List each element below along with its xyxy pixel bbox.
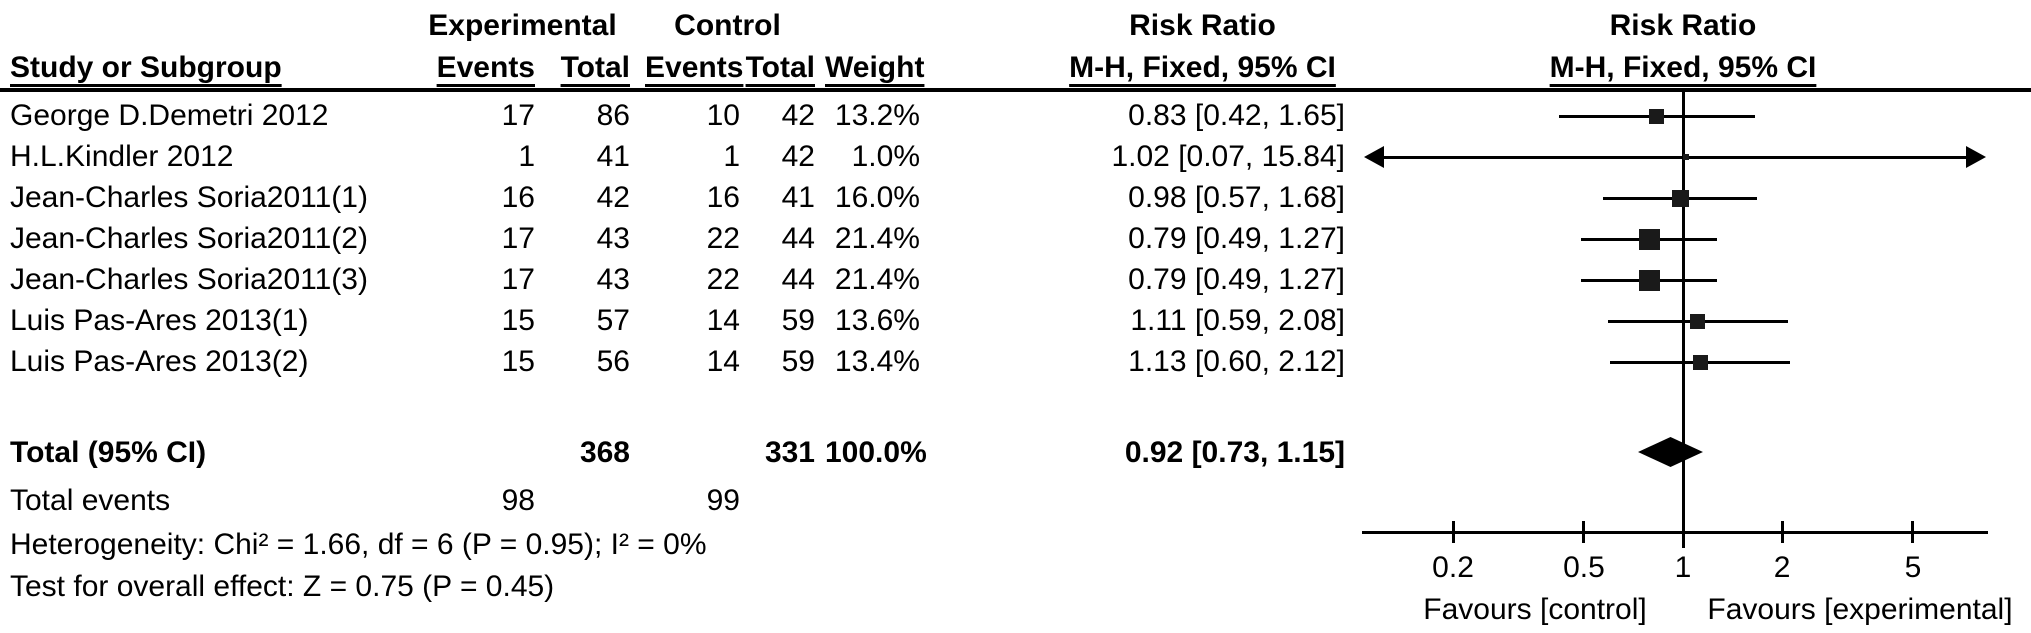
point-estimate-marker: [1671, 189, 1689, 207]
study-ci-text: 1.11 [0.59, 2.08]: [1130, 304, 1345, 337]
total-diamond: [1638, 437, 1703, 467]
total-events-ctrl: 99: [706, 484, 740, 517]
study-weight: 13.2%: [834, 99, 920, 132]
study-weight: 13.4%: [834, 345, 920, 378]
total-ctrl-total: 331: [764, 436, 815, 469]
study-exp-events: 17: [501, 263, 535, 296]
point-estimate-marker: [1692, 354, 1708, 370]
point-estimate-marker: [1648, 108, 1664, 124]
study-ci-text: 1.13 [0.60, 2.12]: [1128, 345, 1345, 378]
x-axis-tick: [1911, 521, 1915, 543]
study-ctrl-events: 1: [723, 140, 740, 173]
study-weight: 21.4%: [834, 263, 920, 296]
study-ctrl-total: 59: [781, 345, 815, 378]
total-exp-total: 368: [579, 436, 630, 469]
x-axis-tick-label: 2: [1773, 551, 1791, 584]
study-ctrl-total: 41: [781, 181, 815, 214]
header-study-or-subgroup: Study or Subgroup: [10, 51, 282, 84]
total-weight: 100.0%: [825, 436, 927, 469]
study-exp-events: 17: [501, 99, 535, 132]
study-name: George D.Demetri 2012: [10, 99, 329, 132]
header-risk-ratio-table: Risk Ratio: [1129, 9, 1276, 42]
total-events-exp: 98: [501, 484, 535, 517]
study-name: Jean-Charles Soria2011(3): [10, 263, 368, 296]
total-ci-text: 0.92 [0.73, 1.15]: [1124, 436, 1345, 469]
axis-label-favours-experimental: Favours [experimental]: [1707, 593, 2013, 626]
study-name: H.L.Kindler 2012: [10, 140, 234, 173]
study-exp-total: 57: [596, 304, 630, 337]
study-ci-text: 1.02 [0.07, 15.84]: [1111, 140, 1345, 173]
header-ctrl-events: Events: [645, 51, 744, 84]
study-exp-total: 43: [596, 263, 630, 296]
x-axis-line: [1362, 530, 1988, 534]
ci-arrow-right: [1966, 146, 1986, 168]
header-method-ci-table: M-H, Fixed, 95% CI: [1069, 51, 1336, 84]
x-axis-tick: [1582, 521, 1586, 543]
x-axis-tick-label: 0.5: [1563, 551, 1605, 584]
header-exp-total: Total: [560, 51, 630, 84]
x-axis-tick-label: 0.2: [1432, 551, 1474, 584]
x-axis-tick: [1681, 521, 1685, 543]
study-ci-text: 0.79 [0.49, 1.27]: [1128, 222, 1345, 255]
study-exp-events: 1: [518, 140, 535, 173]
ci-arrow-left: [1364, 146, 1384, 168]
study-exp-events: 16: [501, 181, 535, 214]
study-ctrl-events: 10: [706, 99, 740, 132]
study-weight: 1.0%: [851, 140, 920, 173]
header-control-group: Control: [674, 9, 781, 42]
axis-label-favours-control: Favours [control]: [1423, 593, 1647, 626]
study-exp-events: 15: [501, 345, 535, 378]
point-estimate-marker: [1682, 154, 1689, 160]
study-name: Luis Pas-Ares 2013(2): [10, 345, 309, 378]
study-weight: 16.0%: [834, 181, 920, 214]
study-exp-total: 56: [596, 345, 630, 378]
study-ci-text: 0.98 [0.57, 1.68]: [1128, 181, 1345, 214]
study-ctrl-events: 14: [706, 304, 740, 337]
study-name: Luis Pas-Ares 2013(1): [10, 304, 309, 337]
point-estimate-marker: [1638, 228, 1660, 250]
header-experimental-group: Experimental: [428, 9, 617, 42]
header-method-ci-plot: M-H, Fixed, 95% CI: [1549, 51, 1817, 84]
study-exp-total: 41: [596, 140, 630, 173]
study-exp-total: 42: [596, 181, 630, 214]
header-rule: [0, 88, 2031, 92]
study-ctrl-total: 44: [781, 263, 815, 296]
study-exp-total: 86: [596, 99, 630, 132]
header-exp-events: Events: [436, 51, 535, 84]
header-ctrl-total: Total: [745, 51, 815, 84]
x-axis-tick-label: 1: [1674, 551, 1692, 584]
study-exp-total: 43: [596, 222, 630, 255]
study-ctrl-events: 22: [706, 222, 740, 255]
study-ci-text: 0.83 [0.42, 1.65]: [1128, 99, 1345, 132]
overall-effect-note: Test for overall effect: Z = 0.75 (P = 0…: [10, 570, 555, 603]
study-exp-events: 17: [501, 222, 535, 255]
study-ctrl-total: 44: [781, 222, 815, 255]
total-events-label: Total events: [10, 484, 171, 517]
point-estimate-marker: [1638, 269, 1660, 291]
header-risk-ratio-plot: Risk Ratio: [1609, 9, 1757, 42]
study-ctrl-total: 42: [781, 140, 815, 173]
study-ctrl-events: 22: [706, 263, 740, 296]
ci-line: [1382, 155, 1968, 159]
heterogeneity-note: Heterogeneity: Chi² = 1.66, df = 6 (P = …: [10, 528, 707, 561]
study-ctrl-total: 42: [781, 99, 815, 132]
study-weight: 13.6%: [834, 304, 920, 337]
study-ctrl-events: 16: [706, 181, 740, 214]
total-label: Total (95% CI): [10, 436, 207, 469]
x-axis-tick-label: 5: [1904, 551, 1922, 584]
point-estimate-marker: [1690, 313, 1706, 329]
study-ctrl-total: 59: [781, 304, 815, 337]
study-ctrl-events: 14: [706, 345, 740, 378]
study-name: Jean-Charles Soria2011(2): [10, 222, 368, 255]
x-axis-tick: [1780, 521, 1784, 543]
header-weight: Weight: [825, 51, 925, 84]
study-weight: 21.4%: [834, 222, 920, 255]
study-exp-events: 15: [501, 304, 535, 337]
study-ci-text: 0.79 [0.49, 1.27]: [1128, 263, 1345, 296]
x-axis-tick: [1451, 521, 1455, 543]
study-name: Jean-Charles Soria2011(1): [10, 181, 368, 214]
